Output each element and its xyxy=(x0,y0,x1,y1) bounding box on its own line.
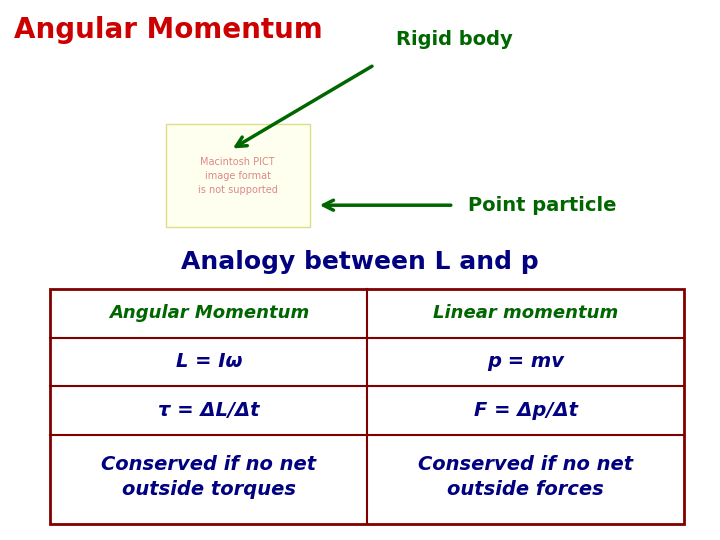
FancyBboxPatch shape xyxy=(166,124,310,227)
Text: Conserved if no net
outside forces: Conserved if no net outside forces xyxy=(418,455,633,498)
Text: Angular Momentum: Angular Momentum xyxy=(109,304,309,322)
Text: Conserved if no net
outside torques: Conserved if no net outside torques xyxy=(102,455,316,498)
Text: L = Iω: L = Iω xyxy=(176,352,242,372)
Text: Rigid body: Rigid body xyxy=(396,30,513,49)
FancyBboxPatch shape xyxy=(50,289,684,524)
Text: F = Δp/Δt: F = Δp/Δt xyxy=(474,401,577,420)
Text: Point particle: Point particle xyxy=(468,195,616,215)
Text: Linear momentum: Linear momentum xyxy=(433,304,618,322)
Text: Macintosh PICT
image format
is not supported: Macintosh PICT image format is not suppo… xyxy=(198,157,277,194)
Text: Analogy between L and p: Analogy between L and p xyxy=(181,250,539,274)
Text: Angular Momentum: Angular Momentum xyxy=(14,16,323,44)
Text: p = mv: p = mv xyxy=(487,352,564,372)
Text: τ = ΔL/Δt: τ = ΔL/Δt xyxy=(158,401,259,420)
